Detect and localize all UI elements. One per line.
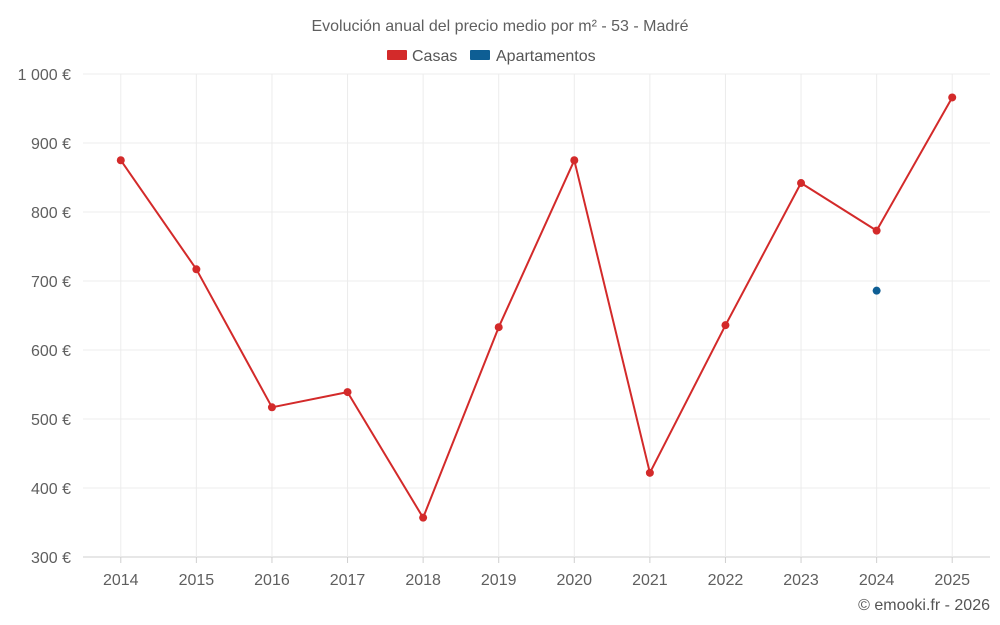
data-point-casas[interactable] [192,265,201,274]
y-tick-label: 500 € [31,412,71,429]
x-tick-label: 2020 [556,572,592,589]
chart-legend[interactable]: Casas Apartamentos [387,48,596,65]
legend-label-casas[interactable]: Casas [412,48,457,65]
x-tick-label: 2024 [859,572,895,589]
x-tick-label: 2018 [405,572,441,589]
data-point-casas[interactable] [267,403,276,412]
y-axis: 300 € 400 € 500 € 600 € 700 € 800 € 900 € 1 000… [18,67,71,567]
legend-label-apartamentos[interactable]: Apartamentos [496,48,596,65]
x-axis: 2014 2015 2016 2017 2018 2019 2020 2021 2022 2023… [103,557,970,589]
y-tick-label: 300 € [31,550,71,567]
gridlines [83,73,990,558]
x-tick-label: 2014 [103,572,139,589]
x-tick-label: 2019 [481,572,517,589]
series-line-casas [119,97,954,519]
data-point-casas[interactable] [797,179,806,188]
legend-swatch-casas [387,50,407,60]
data-point-casas[interactable] [116,156,125,165]
y-tick-label: 900 € [31,136,71,153]
data-point-casas[interactable] [419,513,428,522]
x-tick-label: 2015 [179,572,215,589]
data-point-casas[interactable] [872,226,881,235]
data-point-casas[interactable] [494,323,503,332]
data-point-casas[interactable] [948,93,957,102]
y-tick-label: 800 € [31,205,71,222]
y-tick-label: 400 € [31,481,71,498]
data-point-casas[interactable] [721,321,730,330]
x-tick-label: 2023 [783,572,819,589]
x-tick-label: 2022 [708,572,744,589]
y-tick-label: 1 000 € [18,67,71,84]
data-point-casas[interactable] [645,468,654,477]
x-tick-label: 2017 [330,572,366,589]
x-tick-label: 2016 [254,572,290,589]
series-layer [116,93,957,522]
x-tick-label: 2025 [934,572,970,589]
chart-title: Evolución anual del precio medio por m² … [311,18,688,35]
credit-text: © emooki.fr - 2026 [858,597,990,614]
legend-swatch-apartamentos [470,50,490,60]
data-point-casas[interactable] [570,156,579,165]
y-tick-label: 600 € [31,343,71,360]
data-point-apartamentos[interactable] [872,286,881,295]
data-point-casas[interactable] [343,388,352,397]
y-tick-label: 700 € [31,274,71,291]
x-tick-label: 2021 [632,572,668,589]
